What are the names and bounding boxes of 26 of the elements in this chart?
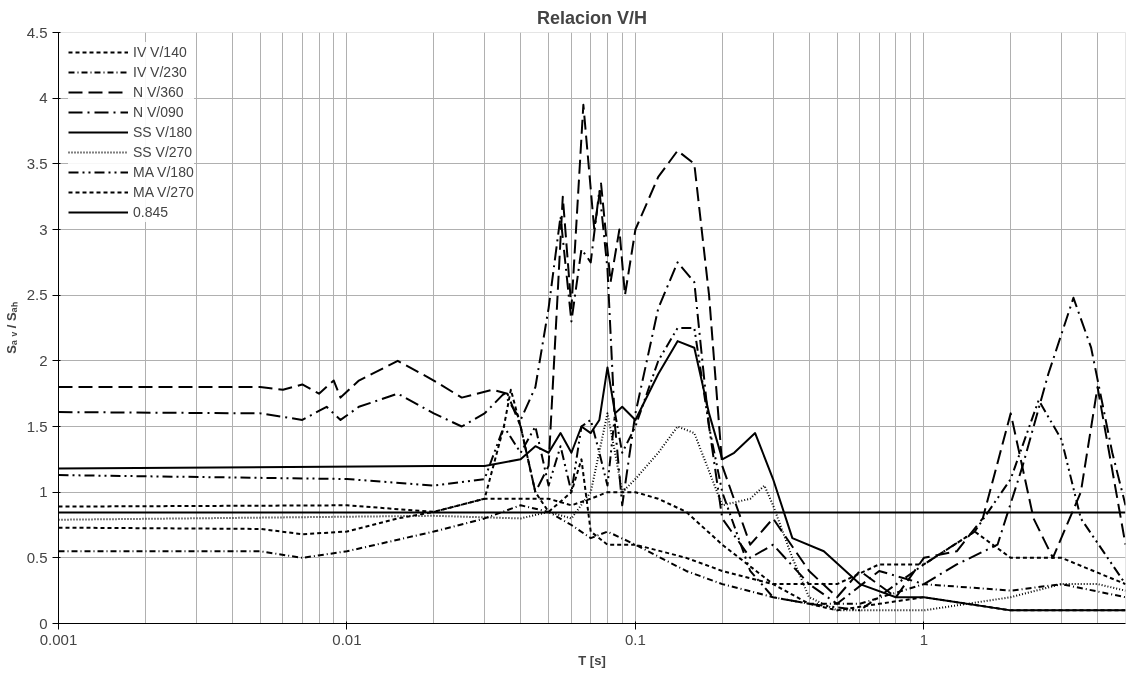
x-tick-label: 0.001	[39, 630, 78, 648]
legend-label: N V/090	[133, 104, 184, 120]
chart-title: Relacion V/H	[536, 7, 648, 28]
legend-label: SS V/180	[133, 124, 193, 140]
y-tick-label: 4.5	[26, 23, 48, 41]
y-tick-label: 3.5	[26, 154, 48, 172]
y-tick-label: 4	[39, 89, 48, 107]
y-axis-title: Sₐ ᵥ / Sₐₕ	[3, 302, 19, 354]
legend-label: 0.845	[133, 204, 169, 220]
legend-label: IV V/230	[133, 64, 187, 80]
x-tick-label: 1	[919, 630, 929, 648]
legend-label: IV V/140	[133, 44, 187, 60]
y-tick-label: 0	[39, 614, 48, 632]
legend-label: N V/360	[133, 84, 184, 100]
y-tick-label: 3	[39, 220, 48, 238]
x-axis-title: T [s]	[578, 652, 606, 668]
legend-label: MA V/180	[133, 164, 194, 180]
legend-label: SS V/270	[133, 144, 193, 160]
legend-label: MA V/270	[133, 184, 194, 200]
y-tick-label: 1.5	[26, 417, 48, 435]
y-tick-label: 0.5	[26, 548, 48, 566]
y-tick-label: 1	[39, 483, 48, 501]
x-tick-label: 0.01	[332, 630, 362, 648]
x-tick-label: 0.1	[624, 630, 646, 648]
y-tick-label: 2.5	[26, 286, 48, 304]
y-tick-label: 2	[39, 351, 48, 369]
